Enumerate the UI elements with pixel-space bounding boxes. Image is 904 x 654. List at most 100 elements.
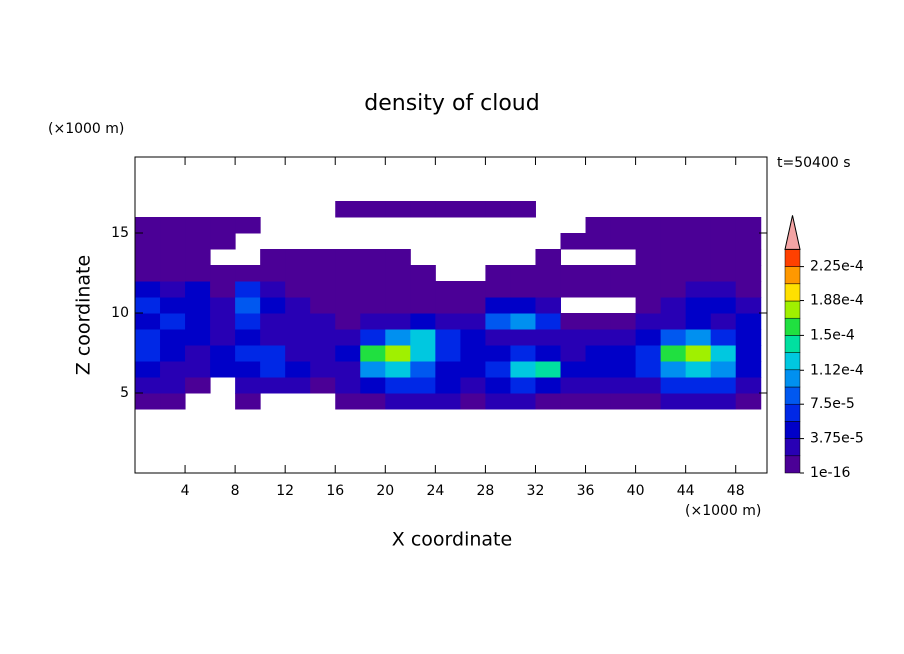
contour-cell [335, 281, 361, 298]
contour-cell [360, 281, 386, 298]
contour-cell [635, 345, 662, 362]
contour-cell [685, 393, 712, 410]
contour-cell [735, 361, 762, 378]
x-tick-label: 12 [276, 483, 294, 499]
contour-cell [585, 329, 612, 346]
colorbar-box [784, 369, 801, 388]
contour-cell [235, 345, 261, 362]
time-label: t=50400 s [777, 155, 851, 171]
contour-cell [710, 297, 737, 314]
contour-cell [135, 233, 161, 250]
contour-cell [560, 313, 587, 330]
contour-cell [660, 233, 687, 250]
contour-cell [385, 377, 411, 394]
contour-cell [135, 297, 161, 314]
contour-cell [310, 377, 336, 394]
colorbar-label: 1.12e-4 [810, 362, 864, 378]
contour-cell [460, 361, 486, 378]
contour-cell [135, 281, 161, 298]
contour-cell [610, 329, 637, 346]
contour-cell [210, 345, 236, 362]
contour-cell [260, 265, 286, 282]
contour-cell [235, 265, 261, 282]
contour-cell [535, 329, 562, 346]
contour-cell [535, 281, 562, 298]
contour-cell [435, 281, 461, 298]
contour-cell [460, 393, 486, 410]
contour-cell [260, 281, 286, 298]
contour-cell [260, 329, 286, 346]
contour-cell [235, 281, 261, 298]
contour-cell [610, 313, 637, 330]
contour-cell [585, 265, 612, 282]
contour-cell [685, 377, 712, 394]
contour-cell [385, 345, 411, 362]
contour-cell [485, 361, 511, 378]
contour-cell [660, 265, 687, 282]
contour-cell [185, 345, 211, 362]
contour-cell [610, 217, 637, 234]
contour-cell [510, 361, 536, 378]
contour-cell [560, 345, 587, 362]
contour-cell [235, 377, 261, 394]
contour-cell [410, 297, 436, 314]
colorbar-box [784, 249, 801, 267]
y-tick-label: 5 [120, 385, 129, 401]
contour-cell [260, 249, 286, 266]
contour-cell [510, 313, 536, 330]
contour-cell [185, 361, 211, 378]
contour-cell [510, 329, 536, 346]
contour-cell [510, 345, 536, 362]
contour-cell [310, 329, 336, 346]
contour-cell [660, 329, 687, 346]
contour-cell [685, 329, 712, 346]
contour-cell [710, 361, 737, 378]
contour-cell [310, 313, 336, 330]
colorbar-box [784, 283, 801, 302]
colorbar-box [784, 386, 801, 405]
colorbar-label: 1.88e-4 [810, 293, 864, 309]
contour-cell [185, 265, 211, 282]
contour-cell [460, 297, 486, 314]
contour-cell [635, 265, 662, 282]
contour-cell [535, 249, 562, 266]
plot-frame [134, 156, 768, 474]
contour-cell [310, 361, 336, 378]
contour-cell [660, 217, 687, 234]
contour-cell [735, 329, 762, 346]
x-tick-label: 16 [326, 483, 344, 499]
x-tick-label: 36 [577, 483, 595, 499]
contour-cell [135, 393, 161, 410]
contour-cell [435, 377, 461, 394]
contour-cell [185, 249, 211, 266]
contour-cell [660, 249, 687, 266]
y-tick-label: 10 [111, 305, 129, 321]
contour-cell [135, 249, 161, 266]
contour-cell [360, 265, 386, 282]
contour-cell [560, 393, 587, 410]
contour-cell [510, 297, 536, 314]
x-tick-label: 40 [627, 483, 645, 499]
contour-cell [435, 345, 461, 362]
contour-cell [260, 345, 286, 362]
contour-cell [510, 377, 536, 394]
contour-cell [535, 345, 562, 362]
colorbar-box [784, 352, 801, 371]
contour-cell [385, 249, 411, 266]
contour-cell [685, 361, 712, 378]
contour-cell [235, 361, 261, 378]
colorbar-box [784, 455, 801, 474]
contour-cell [535, 377, 562, 394]
contour-cell [160, 281, 186, 298]
contour-cell [460, 345, 486, 362]
contour-cell [685, 217, 712, 234]
contour-cell [710, 313, 737, 330]
contour-cell [185, 329, 211, 346]
contour-cell [460, 377, 486, 394]
contour-cell [185, 377, 211, 394]
contour-cell [435, 297, 461, 314]
contour-cell [735, 345, 762, 362]
colorbar-box [784, 300, 801, 319]
contour-cell [210, 217, 236, 234]
colorbar-box [784, 266, 801, 285]
